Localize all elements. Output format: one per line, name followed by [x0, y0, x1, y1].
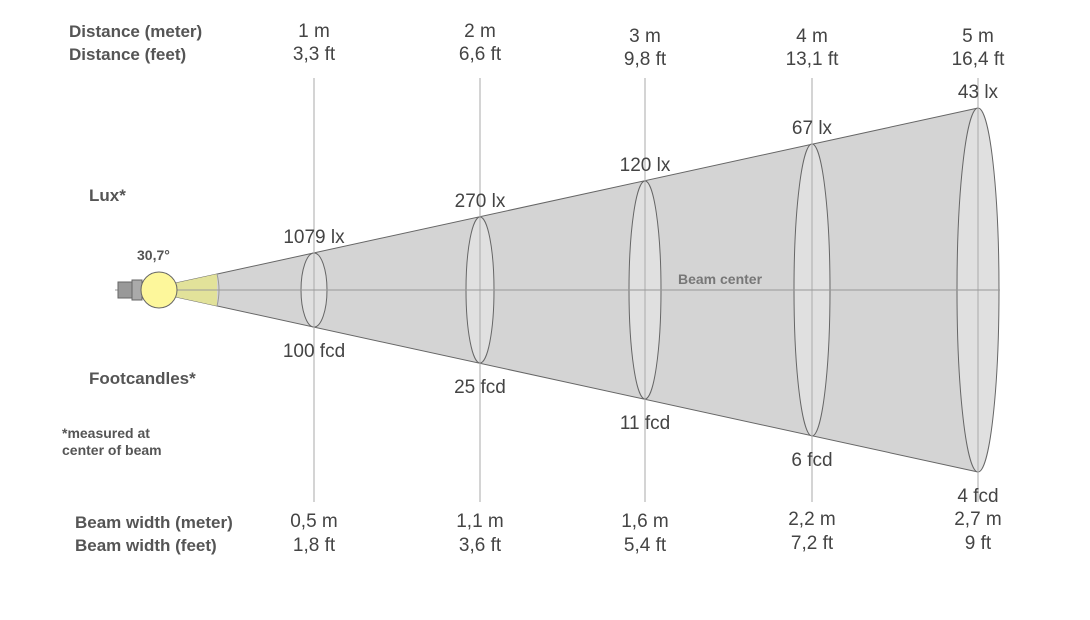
beam-width-feet-label: Beam width (feet)	[75, 536, 217, 555]
beam-width-meter-value: 1,1 m	[456, 511, 504, 532]
beam-width-meter-value: 2,2 m	[788, 509, 836, 530]
beam-width-meter-value: 0,5 m	[290, 511, 338, 532]
beam-center-label: Beam center	[678, 271, 763, 287]
bulb-icon	[117, 271, 178, 309]
distance-feet-value: 6,6 ft	[459, 44, 502, 65]
beam-angle: 30,7°	[137, 247, 170, 263]
fcd-value: 25 fcd	[454, 377, 506, 398]
beam-width-feet-value: 9 ft	[965, 533, 992, 554]
distance-meter-value: 5 m	[962, 26, 994, 47]
distance-meter-label: Distance (meter)	[69, 22, 202, 41]
footcandles-label: Footcandles*	[89, 369, 196, 388]
lux-value: 43 lx	[958, 82, 999, 103]
beam-width-feet-value: 1,8 ft	[293, 535, 336, 556]
beam-width-meter-value: 1,6 m	[621, 511, 669, 532]
lux-value: 1079 lx	[283, 227, 345, 248]
beam-width-meter-value: 2,7 m	[954, 509, 1002, 530]
distance-meter-value: 3 m	[629, 26, 661, 47]
fcd-value: 4 fcd	[957, 486, 998, 507]
distance-feet-value: 13,1 ft	[786, 49, 840, 70]
lux-label: Lux*	[89, 186, 126, 205]
note-line2: center of beam	[62, 442, 162, 458]
distance-meter-value: 4 m	[796, 26, 828, 47]
lux-value: 270 lx	[455, 191, 506, 212]
beam-width-feet-value: 3,6 ft	[459, 535, 502, 556]
lux-value: 67 lx	[792, 118, 833, 139]
note-line1: *measured at	[62, 425, 150, 441]
distance-feet-value: 3,3 ft	[293, 44, 336, 65]
distance-feet-label: Distance (feet)	[69, 45, 186, 64]
fcd-value: 100 fcd	[283, 341, 345, 362]
beam-width-feet-value: 5,4 ft	[624, 535, 667, 556]
beam-width-meter-label: Beam width (meter)	[75, 513, 233, 532]
distance-feet-value: 16,4 ft	[952, 49, 1006, 70]
distance-meter-value: 2 m	[464, 21, 496, 42]
beam-width-feet-value: 7,2 ft	[791, 533, 834, 554]
fcd-value: 6 fcd	[791, 450, 832, 471]
lux-value: 120 lx	[620, 155, 671, 176]
fcd-value: 11 fcd	[620, 413, 670, 434]
distance-meter-value: 1 m	[298, 21, 330, 42]
distance-feet-value: 9,8 ft	[624, 49, 667, 70]
